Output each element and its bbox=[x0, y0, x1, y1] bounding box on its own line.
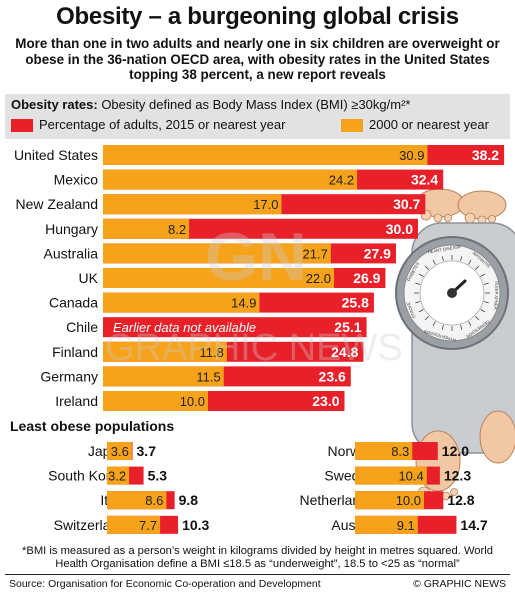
bar-2000-germany bbox=[103, 366, 224, 387]
bar-2000-norway bbox=[355, 442, 413, 460]
country-label-mexico: Mexico bbox=[54, 172, 99, 188]
value-2000-mexico: 24.2 bbox=[329, 173, 354, 188]
bar-2000-new-zealand bbox=[103, 194, 282, 215]
bar-2000-uk bbox=[103, 268, 334, 288]
value-2015-japan: 3.7 bbox=[137, 443, 157, 459]
source-bar: Source: Organisation for Economic Co-ope… bbox=[5, 574, 510, 593]
value-2015-chile: 25.1 bbox=[334, 319, 361, 335]
obesity-definition: Obesity rates: Obesity defined as Body M… bbox=[11, 97, 410, 112]
value-2000-australia: 21.7 bbox=[303, 246, 328, 261]
value-2015-sweden: 12.3 bbox=[444, 468, 471, 484]
country-label-new-zealand: New Zealand bbox=[16, 196, 99, 212]
value-2000-finland: 11.8 bbox=[200, 345, 224, 360]
bar-2000-switzerland bbox=[107, 515, 161, 534]
value-2000-canada: 14.9 bbox=[231, 296, 256, 311]
value-2000-italy: 8.6 bbox=[145, 493, 163, 508]
value-2015-hungary: 30.0 bbox=[386, 221, 413, 237]
value-2015-italy: 9.8 bbox=[179, 492, 199, 508]
annotation-no-earlier-data: Earlier data not available bbox=[113, 320, 256, 335]
bar-2015-chile bbox=[103, 317, 367, 338]
bar-2000-sweden bbox=[355, 466, 427, 485]
legend-label-2000: 2000 or nearest year bbox=[369, 117, 489, 132]
value-2000-uk: 22.0 bbox=[306, 271, 331, 286]
page-subtitle: More than one in two adults and nearly o… bbox=[15, 36, 500, 82]
bar-2000-netherlands bbox=[355, 491, 424, 510]
value-2015-finland: 24.8 bbox=[331, 344, 358, 360]
bar-2000-south-korea bbox=[107, 466, 130, 485]
value-2015-netherlands: 12.8 bbox=[447, 492, 474, 508]
value-2000-hungary: 8.2 bbox=[168, 222, 186, 237]
value-2015-south-korea: 5.3 bbox=[148, 468, 168, 484]
value-2015-uk: 26.9 bbox=[353, 270, 380, 286]
country-label-south-korea: South Korea bbox=[48, 468, 126, 484]
bar-2000-hungary bbox=[103, 218, 190, 239]
value-2000-sweden: 10.4 bbox=[398, 469, 423, 484]
dial-label-sleep-apnea: SLEEP APNEA bbox=[493, 281, 499, 310]
dial-label-stroke: STROKE bbox=[405, 301, 416, 319]
footnote: *BMI is measured as a person’s weight in… bbox=[22, 545, 493, 570]
bar-2000-australia bbox=[103, 243, 331, 264]
legend-panel: Obesity rates: Obesity defined as Body M… bbox=[5, 94, 510, 139]
credit-text: © GRAPHIC NEWS bbox=[413, 578, 506, 590]
value-2015-mexico: 32.4 bbox=[411, 172, 438, 188]
value-2000-norway: 8.3 bbox=[391, 444, 409, 459]
value-2000-united-states: 30.9 bbox=[399, 148, 424, 163]
page-title: Obesity – a burgeoning global crisis bbox=[56, 3, 459, 30]
definition-label: Obesity rates: bbox=[11, 97, 98, 112]
value-2000-ireland: 10.0 bbox=[180, 394, 205, 409]
value-2015-austria: 14.7 bbox=[460, 517, 487, 533]
legend-label-adults-2015: Percentage of adults, 2015 or nearest ye… bbox=[39, 117, 286, 132]
value-2015-norway: 12.0 bbox=[442, 443, 469, 459]
value-2000-netherlands: 10.0 bbox=[396, 493, 421, 508]
country-label-uk: UK bbox=[79, 270, 99, 286]
value-2015-ireland: 23.0 bbox=[312, 393, 339, 409]
definition-text: Obesity defined as Body Mass Index (BMI)… bbox=[97, 97, 411, 112]
value-2000-south-korea: 3.2 bbox=[108, 469, 126, 484]
country-label-hungary: Hungary bbox=[45, 221, 98, 237]
value-2000-austria: 9.1 bbox=[397, 518, 415, 533]
source-text: Source: Organisation for Economic Co-ope… bbox=[9, 578, 321, 590]
country-label-canada: Canada bbox=[49, 295, 98, 311]
value-2000-germany: 11.5 bbox=[196, 369, 220, 384]
bar-2000-united-states bbox=[103, 145, 428, 165]
scale-dial bbox=[395, 236, 509, 350]
bar-2000-japan bbox=[107, 442, 132, 460]
country-label-australia: Australia bbox=[44, 245, 99, 261]
bar-2000-finland bbox=[103, 341, 227, 362]
country-label-chile: Chile bbox=[66, 319, 98, 335]
country-label-germany: Germany bbox=[40, 368, 98, 384]
country-label-finland: Finland bbox=[52, 344, 98, 360]
legend-swatch-adults-2015 bbox=[11, 119, 33, 132]
bar-2000-mexico bbox=[103, 169, 358, 190]
bar-2000-canada bbox=[103, 292, 260, 313]
value-2015-new-zealand: 30.7 bbox=[393, 196, 420, 212]
dial-label-heart-disease: HEART DISEASE bbox=[427, 244, 461, 255]
value-2015-canada: 25.8 bbox=[342, 295, 369, 311]
bar-2000-austria bbox=[355, 515, 418, 534]
country-label-ireland: Ireland bbox=[55, 393, 98, 409]
value-2015-germany: 23.6 bbox=[319, 368, 346, 384]
value-2000-switzerland: 7.7 bbox=[139, 518, 157, 533]
value-2015-switzerland: 10.3 bbox=[182, 517, 209, 533]
value-2015-united-states: 38.2 bbox=[472, 147, 499, 163]
legend-swatch-2000 bbox=[341, 119, 363, 132]
value-2000-new-zealand: 17.0 bbox=[253, 197, 278, 212]
bar-2000-ireland bbox=[103, 391, 208, 411]
country-label-united-states: United States bbox=[14, 147, 98, 163]
least-obese-heading: Least obese populations bbox=[10, 418, 175, 434]
value-2000-japan: 3.6 bbox=[111, 444, 129, 459]
value-2015-australia: 27.9 bbox=[364, 245, 391, 261]
bar-2000-italy bbox=[107, 491, 167, 510]
